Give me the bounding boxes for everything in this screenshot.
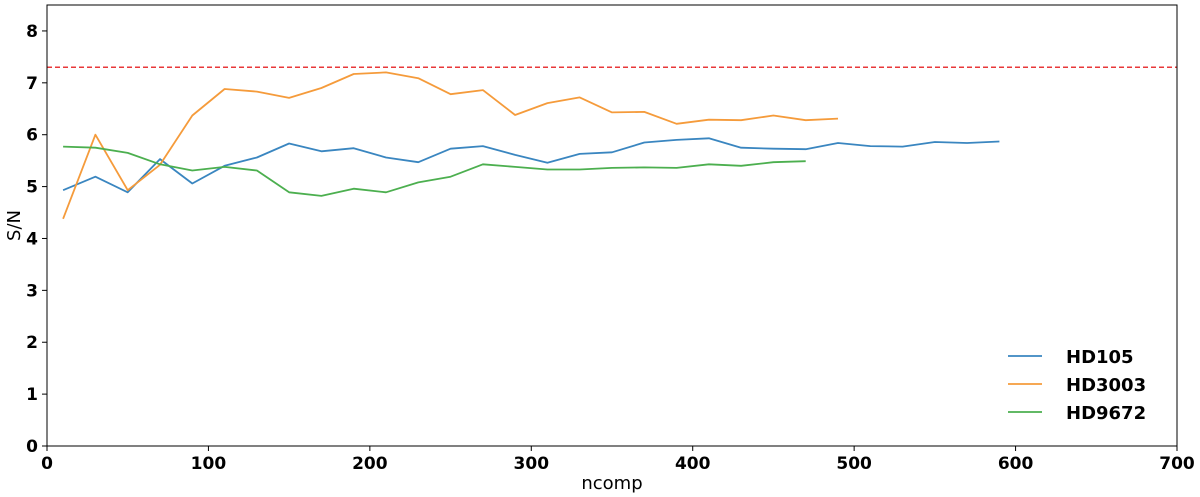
y-tick-label: 1 xyxy=(26,385,38,405)
plot-background xyxy=(47,5,1177,446)
y-tick-label: 8 xyxy=(26,22,38,42)
y-tick-label: 3 xyxy=(26,281,38,301)
y-tick-label: 0 xyxy=(26,437,38,457)
x-tick-label: 300 xyxy=(514,454,550,474)
axes-frame xyxy=(46,4,1178,447)
y-tick-label: 7 xyxy=(26,74,38,94)
series-line-hd3003 xyxy=(62,71,839,220)
x-tick-label: 600 xyxy=(998,454,1034,474)
legend: HD105 HD3003 HD9672 xyxy=(1008,347,1146,424)
y-tick-label: 2 xyxy=(26,333,38,353)
y-tick-label: 4 xyxy=(26,229,38,249)
axes-layer: 0 100 200 300 400 500 600 700 0 1 2 3 4 5 6 7 8 xyxy=(26,4,1195,474)
y-axis-label: S/N xyxy=(4,210,25,241)
series-layer xyxy=(62,71,1000,220)
x-tick-label: 700 xyxy=(1159,454,1195,474)
y-tick-label: 5 xyxy=(26,178,38,198)
plot-area xyxy=(47,5,1177,446)
x-tick-label: 100 xyxy=(191,454,227,474)
x-tick-label: 500 xyxy=(836,454,872,474)
x-axis-label: ncomp xyxy=(581,473,642,494)
legend-label-hd105: HD105 xyxy=(1066,347,1134,368)
x-tick-label: 0 xyxy=(41,454,53,474)
legend-label-hd3003: HD3003 xyxy=(1066,375,1146,396)
x-tick-label: 400 xyxy=(675,454,711,474)
series-line-hd105 xyxy=(62,137,1000,194)
legend-label-hd9672: HD9672 xyxy=(1066,403,1146,424)
y-tick-label: 6 xyxy=(26,126,38,146)
x-tick-label: 200 xyxy=(352,454,388,474)
series-line-hd9672 xyxy=(63,145,806,197)
